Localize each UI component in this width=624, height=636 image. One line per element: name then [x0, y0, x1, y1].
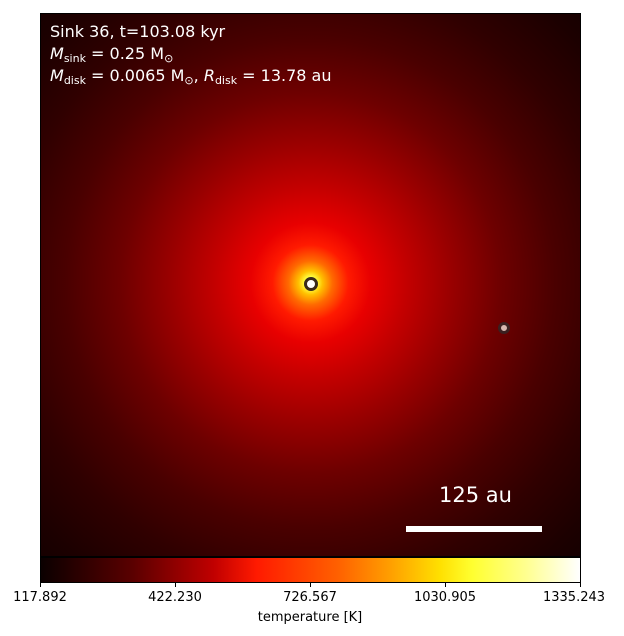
- colorbar-tick-label: 1030.905: [413, 590, 477, 605]
- temperature-colorbar: [40, 557, 581, 583]
- scalebar-label: 125 au: [439, 483, 512, 507]
- colorbar-tick-label: 1335.243: [542, 590, 606, 605]
- colorbar-label: temperature [K]: [257, 610, 363, 625]
- secondary-sink-marker: [498, 322, 510, 334]
- disk-properties-label: Mdisk = 0.0065 M⊙, Rdisk = 13.78 au: [50, 66, 332, 87]
- colorbar-tick: [580, 583, 581, 587]
- colorbar-tick-label: 726.567: [283, 590, 337, 605]
- colorbar-tick: [175, 583, 176, 587]
- colorbar-tick: [40, 583, 41, 587]
- colorbar-tick: [445, 583, 446, 587]
- colorbar-tick-label: 117.892: [13, 590, 67, 605]
- sink-time-label: Sink 36, t=103.08 kyr: [50, 22, 226, 41]
- colorbar-tick-label: 422.230: [148, 590, 202, 605]
- sink-mass-label: Msink = 0.25 M⊙: [50, 44, 174, 65]
- colorbar-tick: [310, 583, 311, 587]
- temperature-map: Sink 36, t=103.08 kyr Msink = 0.25 M⊙ Md…: [40, 13, 581, 557]
- primary-sink-marker: [304, 277, 318, 291]
- scalebar: [406, 526, 542, 532]
